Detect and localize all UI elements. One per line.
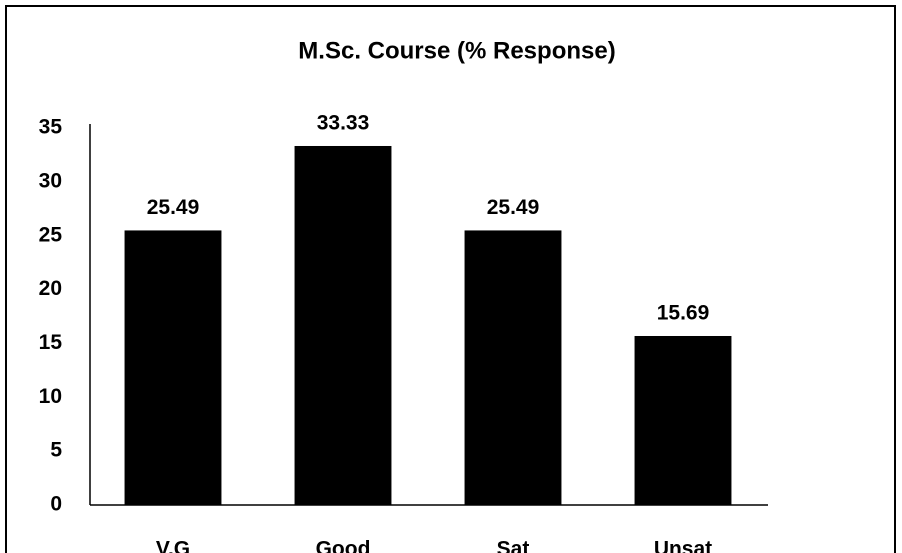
value-label: 25.49 <box>147 196 200 219</box>
y-tick-label: 25 <box>39 223 63 246</box>
y-tick-label: 30 <box>39 169 62 192</box>
x-tick-label: Good <box>316 538 371 553</box>
y-tick-label: 0 <box>50 493 62 516</box>
value-label: 33.33 <box>317 112 370 135</box>
chart-title: M.Sc. Course (% Response) <box>298 37 615 64</box>
bar <box>124 230 222 505</box>
bar <box>464 230 562 505</box>
bar <box>634 335 732 505</box>
y-tick-label: 5 <box>50 439 62 462</box>
chart-border <box>5 5 896 553</box>
bar <box>294 145 392 505</box>
x-tick-label: V.G <box>156 538 190 553</box>
value-label: 15.69 <box>657 302 710 325</box>
y-tick-label: 10 <box>39 385 62 408</box>
y-tick-label: 15 <box>39 331 63 354</box>
value-label: 25.49 <box>487 196 540 219</box>
x-tick-label: Sat <box>497 538 530 553</box>
x-tick-label: Unsat <box>654 538 712 553</box>
y-tick-label: 35 <box>39 116 63 139</box>
y-tick-label: 20 <box>39 277 62 300</box>
